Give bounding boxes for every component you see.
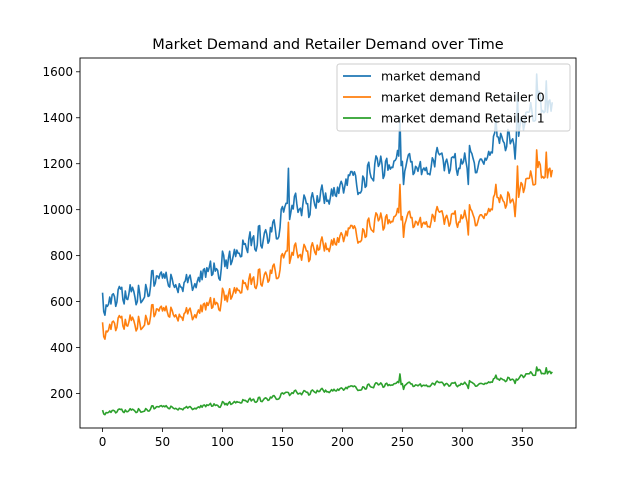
legend-label-1: market demand Retailer 0: [381, 90, 545, 105]
y-tick-label: 1400: [42, 111, 73, 125]
x-axis: 0 50 100 150 200 250 300 350: [99, 428, 534, 449]
legend-label-2: market demand Retailer 1: [381, 111, 545, 126]
y-tick-label: 600: [50, 295, 73, 309]
x-tick-label: 50: [155, 435, 170, 449]
series-line-2: [101, 366, 553, 416]
x-tick-label: 100: [211, 435, 234, 449]
y-tick-label: 1600: [42, 65, 73, 79]
legend: market demand market demand Retailer 0 mar…: [336, 63, 571, 132]
y-tick-label: 200: [50, 387, 73, 401]
y-tick-label: 400: [50, 341, 73, 355]
axes-frame: [79, 57, 577, 429]
y-tick-label: 1200: [42, 157, 73, 171]
x-tick-label: 150: [271, 435, 294, 449]
x-tick-label: 250: [391, 435, 414, 449]
x-tick-label: 350: [511, 435, 534, 449]
plot-area: [101, 73, 554, 416]
x-tick-label: 300: [451, 435, 474, 449]
y-tick-label: 1000: [42, 203, 73, 217]
y-axis: 200 400 600 800 1000 1200 1400 1600: [42, 65, 80, 401]
legend-box: [336, 63, 571, 132]
x-tick-label: 0: [99, 435, 107, 449]
chart-title: Market Demand and Retailer Demand over T…: [152, 37, 504, 53]
x-tick-label: 200: [331, 435, 354, 449]
series-line-1: [101, 149, 554, 340]
legend-label-0: market demand: [381, 69, 481, 84]
y-tick-label: 800: [50, 249, 73, 263]
series-line-0: [101, 73, 554, 317]
